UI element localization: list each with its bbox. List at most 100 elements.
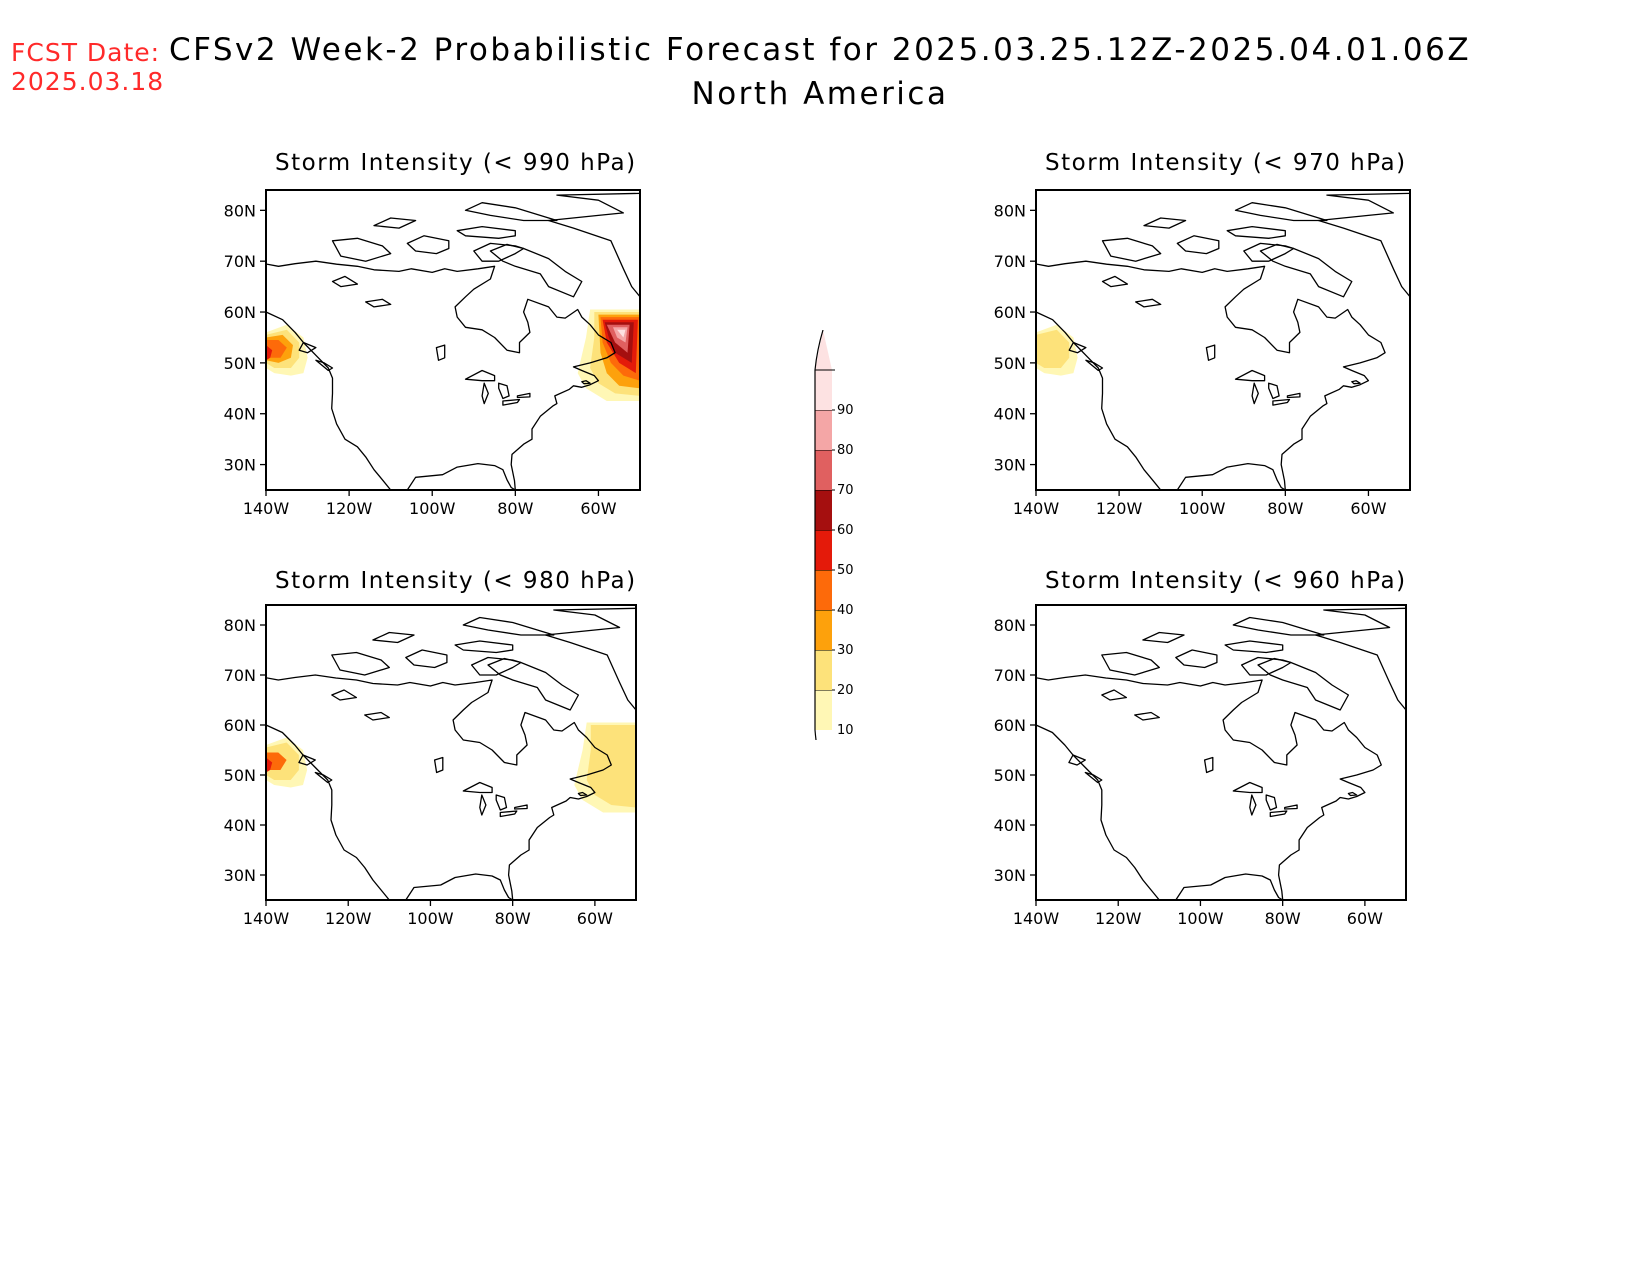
island-outline [489, 243, 583, 298]
lon-tick-label: 120W [325, 909, 372, 928]
lat-tick-label: 50N [224, 766, 256, 785]
island-outline [1226, 225, 1286, 239]
fcst-date-label: FCST Date: [11, 38, 161, 67]
coastlines [266, 607, 636, 900]
island-outline [1084, 771, 1103, 784]
colorbar-label: 70 [837, 483, 854, 498]
coastline-east-arctic [266, 260, 616, 490]
lon-tick-label: 60W [580, 499, 616, 518]
coastline-west [1036, 724, 1160, 900]
colorbar-cap-edge [814, 329, 824, 371]
lat-tick-label: 30N [224, 866, 256, 885]
lon-tick-label: 120W [1095, 909, 1142, 928]
lat-tick-label: 80N [224, 201, 256, 220]
lat-tick-label: 70N [994, 252, 1026, 271]
lat-tick-label: 30N [994, 866, 1026, 885]
map-frame [265, 189, 641, 491]
colorbar-label: 40 [837, 603, 854, 618]
colorbar-cap [815, 330, 832, 370]
figure-title: CFSv2 Week-2 Probabilistic Forecast for … [168, 32, 1472, 68]
lon-tick-label: 100W [1177, 909, 1224, 928]
lake-outline [1101, 689, 1128, 701]
map-frame [265, 604, 637, 901]
lake-outline [364, 711, 390, 721]
lat-tick-label: 60N [224, 716, 256, 735]
lat-tick-label: 40N [994, 816, 1026, 835]
lat-tick-label: 70N [994, 666, 1026, 685]
island-outline [1317, 192, 1410, 298]
lon-tick-label: 80W [495, 909, 531, 928]
lat-tick-label: 60N [994, 303, 1026, 322]
island-outline [1224, 640, 1284, 654]
coastlines [1036, 607, 1406, 900]
lake-outline [1135, 298, 1162, 308]
island-outline [372, 631, 415, 644]
colorbar-label: 20 [837, 683, 854, 698]
colorbar-swatch [815, 490, 832, 530]
lat-tick-label: 40N [224, 405, 256, 424]
island-outline [547, 192, 640, 298]
lake-outline [502, 398, 521, 406]
lake-outline [516, 392, 531, 399]
coastline-east-arctic [1036, 260, 1386, 490]
colorbar-swatch [815, 370, 832, 410]
lat-tick-label: 70N [224, 666, 256, 685]
island-outline [1143, 217, 1187, 229]
lake-outline [1203, 756, 1214, 774]
colorbar-label: 30 [837, 643, 854, 658]
island-outline [487, 657, 580, 711]
island-outline [1101, 651, 1160, 676]
probability-area-atlantic-canada-20 [586, 725, 636, 808]
island-outline [1234, 202, 1328, 222]
map-frame [1035, 604, 1407, 901]
lake-outline [1232, 781, 1263, 794]
island-outline [1068, 754, 1086, 766]
panel-title-970: Storm Intensity (< 970 hPa) [1045, 150, 1407, 176]
lon-tick-label: 80W [1267, 499, 1303, 518]
probability-shading [266, 722, 636, 813]
coastlines [1036, 192, 1410, 490]
island-outline [1232, 616, 1325, 636]
island-outline [405, 649, 448, 669]
lake-outline [1265, 794, 1278, 811]
lake-outline [495, 794, 508, 811]
island-outline [298, 341, 317, 354]
lake-outline [1101, 275, 1129, 288]
lon-tick-label: 60W [1347, 909, 1383, 928]
lake-outline [435, 344, 446, 361]
island-outline [1101, 237, 1162, 262]
colorbar-swatch [815, 610, 832, 650]
colorbar-tail [814, 729, 824, 771]
lat-tick-label: 80N [994, 201, 1026, 220]
lon-tick-label: 120W [1096, 499, 1143, 518]
lake-outline [331, 275, 359, 288]
colorbar-label: 80 [837, 443, 854, 458]
map-panel-960: 80N 70N 60N 50N 40N 30N 140W 120W 100W 80W 60W [980, 604, 1420, 945]
panel-title-980: Storm Intensity (< 980 hPa) [275, 568, 637, 594]
island-outline [1314, 607, 1406, 712]
island-outline [406, 235, 450, 255]
island-outline [331, 237, 392, 262]
coastline-east-arctic [1036, 674, 1382, 900]
lake-outline [1251, 382, 1259, 405]
map-svg-960: 80N 70N 60N 50N 40N 30N 140W 120W 100W 80W 60W [980, 604, 1420, 945]
colorbar-label: 50 [837, 563, 854, 578]
lake-outline [1272, 398, 1291, 406]
lake-outline [499, 810, 518, 818]
island-outline [1175, 649, 1218, 669]
lake-outline [462, 781, 493, 794]
lat-tick-label: 50N [224, 354, 256, 373]
island-outline [1176, 235, 1220, 255]
island-outline [1142, 631, 1185, 644]
probability-shading [266, 309, 640, 401]
lake-outline [365, 298, 392, 308]
island-outline [1240, 656, 1292, 676]
island-outline [373, 217, 417, 229]
island-outline [298, 754, 316, 766]
coastline-west [1036, 311, 1162, 490]
lake-outline [433, 756, 444, 774]
lake-outline [1269, 810, 1288, 818]
lat-tick-label: 40N [224, 816, 256, 835]
lake-outline [481, 382, 489, 405]
lake-outline [479, 794, 487, 816]
